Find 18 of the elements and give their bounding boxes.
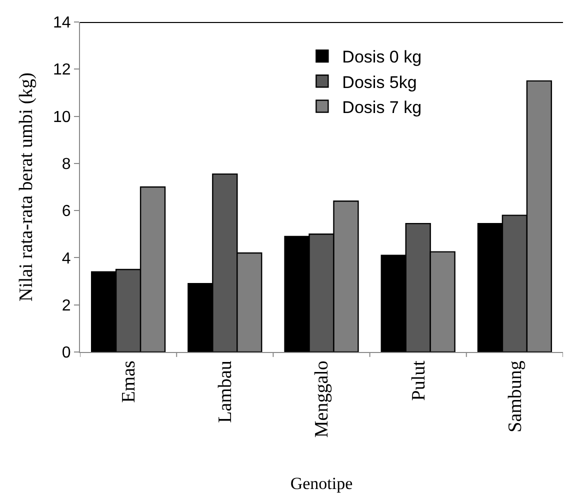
legend-label: Dosis 5kg: [342, 72, 417, 92]
y-tick-label: 2: [62, 297, 71, 314]
y-tick-label: 10: [53, 108, 71, 126]
x-tick-label: Lambau: [215, 360, 236, 423]
legend-label: Dosis 0 kg: [342, 48, 422, 67]
y-tick-label: 6: [62, 203, 71, 220]
y-tick-label: 4: [62, 250, 71, 268]
x-axis-title: Genotipe: [290, 474, 353, 494]
y-tick-label: 14: [53, 14, 71, 32]
y-tick-label: 8: [62, 156, 71, 174]
y-tick-label: 12: [53, 62, 71, 79]
x-tick-label: Emas: [118, 360, 140, 403]
x-tick-label: Sambung: [504, 360, 526, 432]
x-tick-label: Menggalo: [312, 360, 333, 438]
y-tick-label: 0: [62, 344, 71, 362]
y-axis-title: Nilai rata-rata berat umbi (kg): [16, 72, 37, 302]
x-tick-label: Pulut: [408, 360, 430, 401]
legend-label: Dosis 7 kg: [342, 98, 422, 117]
